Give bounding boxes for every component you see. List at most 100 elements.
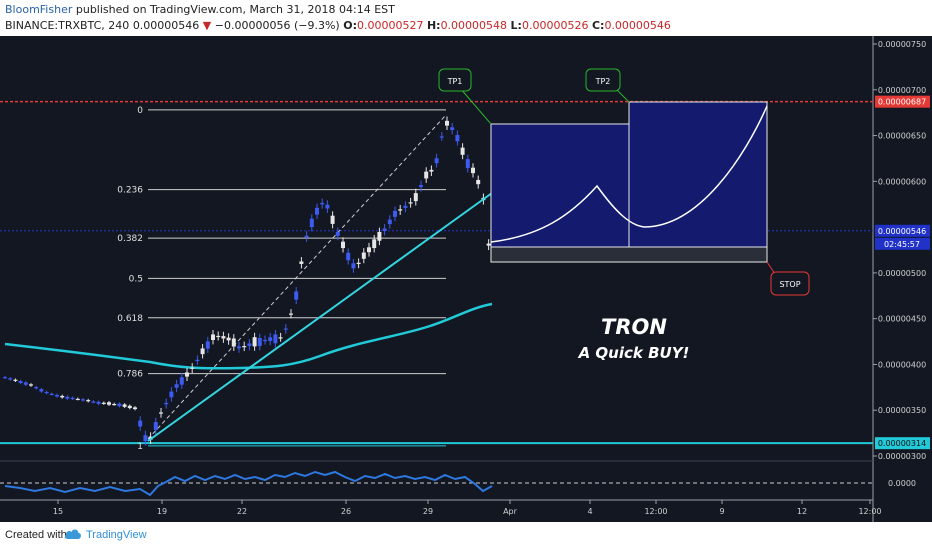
candle-body[interactable]: [23, 382, 28, 385]
candle-body[interactable]: [3, 377, 7, 379]
price-chart[interactable]: 0.00000750 0.00000700 0.00000650 0.00000600…: [0, 36, 932, 522]
candle-body[interactable]: [434, 158, 439, 164]
symbol-label[interactable]: BINANCE:TRXBTC, 240: [5, 19, 130, 32]
candle-body[interactable]: [294, 291, 299, 300]
candle-body[interactable]: [341, 241, 345, 249]
candle-body[interactable]: [429, 169, 434, 172]
candle-body[interactable]: [29, 384, 33, 386]
candle-body[interactable]: [190, 367, 195, 369]
candle-body[interactable]: [226, 337, 231, 341]
candle-body[interactable]: [174, 384, 179, 388]
candle-body[interactable]: [372, 239, 377, 249]
candle-body[interactable]: [299, 261, 304, 264]
candle-body[interactable]: [65, 396, 70, 399]
tp1-callout[interactable]: TP1: [438, 68, 492, 125]
price-axis[interactable]: 0.00000750 0.00000700 0.00000650 0.00000600…: [873, 40, 926, 461]
candle-body[interactable]: [289, 313, 293, 315]
candle-body[interactable]: [34, 387, 39, 389]
candle-body[interactable]: [268, 337, 273, 341]
candle-body[interactable]: [179, 377, 184, 385]
candle-body[interactable]: [278, 337, 283, 339]
candle-body[interactable]: [49, 393, 54, 396]
candle-body[interactable]: [450, 127, 455, 131]
projection-box-2[interactable]: [628, 101, 768, 248]
candle-body[interactable]: [486, 243, 491, 246]
candle-body[interactable]: [460, 147, 465, 155]
candle-body[interactable]: [398, 209, 403, 211]
candle-body[interactable]: [361, 252, 366, 259]
candle-body[interactable]: [185, 372, 189, 377]
candle-body[interactable]: [455, 134, 460, 142]
candle-body[interactable]: [133, 407, 137, 410]
moving-average-line[interactable]: [4, 302, 493, 370]
candle-body[interactable]: [330, 215, 335, 224]
candle-body[interactable]: [263, 339, 267, 342]
candle-body[interactable]: [257, 338, 262, 346]
candle-body[interactable]: [356, 262, 361, 264]
candle-body[interactable]: [39, 389, 44, 392]
candle-body[interactable]: [367, 247, 371, 253]
candle-body[interactable]: [309, 218, 314, 228]
candle-body[interactable]: [335, 231, 340, 236]
candle-body[interactable]: [96, 401, 101, 404]
candle-body[interactable]: [55, 394, 59, 397]
candle-body[interactable]: [200, 348, 205, 355]
candle-body[interactable]: [252, 337, 257, 347]
candle-body[interactable]: [382, 228, 387, 232]
candle-body[interactable]: [221, 336, 226, 339]
candle-body[interactable]: [75, 398, 80, 401]
candle-body[interactable]: [91, 401, 96, 403]
stop-callout[interactable]: STOP: [766, 261, 810, 296]
candle-body[interactable]: [122, 404, 127, 407]
candle-body[interactable]: [60, 395, 65, 398]
oscillator-line[interactable]: [4, 470, 493, 497]
candle-body[interactable]: [320, 202, 325, 205]
tp2-callout[interactable]: TP2: [585, 68, 630, 103]
candle-body[interactable]: [424, 171, 429, 179]
tradingview-brand[interactable]: TradingView: [86, 529, 147, 541]
candle-body[interactable]: [242, 346, 247, 348]
candle-body[interactable]: [325, 204, 330, 209]
candle-body[interactable]: [439, 136, 444, 138]
candle-body[interactable]: [403, 205, 408, 208]
candle-body[interactable]: [117, 403, 122, 407]
candle-body[interactable]: [351, 263, 356, 269]
candle-body[interactable]: [377, 232, 382, 241]
candle-body[interactable]: [70, 397, 75, 400]
author-link[interactable]: BloomFisher: [5, 3, 73, 16]
candle-body[interactable]: [86, 400, 91, 402]
candle-body[interactable]: [13, 379, 18, 381]
candle-body[interactable]: [393, 210, 397, 217]
fib-retracement[interactable]: 0 0.236 0.382 0.5 0.618 0.786 1: [117, 106, 446, 452]
candle-body[interactable]: [304, 235, 309, 238]
candle-body[interactable]: [127, 405, 132, 409]
candle-body[interactable]: [231, 338, 236, 347]
candle-body[interactable]: [18, 381, 23, 383]
trendline[interactable]: [147, 192, 493, 442]
candle-body[interactable]: [419, 185, 423, 188]
candle-body[interactable]: [169, 391, 174, 398]
candle-body[interactable]: [387, 219, 392, 225]
candle-body[interactable]: [315, 207, 319, 215]
projection-box-1[interactable]: [490, 123, 630, 248]
candlesticks[interactable]: [3, 116, 491, 446]
candle-body[interactable]: [164, 402, 169, 405]
candle-body[interactable]: [476, 179, 481, 185]
candle-body[interactable]: [159, 412, 163, 414]
candle-body[interactable]: [101, 402, 106, 404]
candle-body[interactable]: [44, 391, 49, 394]
candle-body[interactable]: [471, 167, 475, 174]
candle-body[interactable]: [107, 402, 111, 405]
candle-body[interactable]: [211, 334, 215, 340]
candle-body[interactable]: [112, 403, 117, 406]
candle-body[interactable]: [138, 420, 143, 427]
candle-body[interactable]: [346, 252, 351, 261]
stop-zone[interactable]: [490, 246, 768, 263]
candle-body[interactable]: [153, 422, 158, 431]
candle-body[interactable]: [408, 202, 413, 204]
candle-body[interactable]: [143, 435, 148, 442]
tradingview-cloud-icon[interactable]: [64, 527, 82, 541]
candle-body[interactable]: [273, 334, 278, 344]
candle-body[interactable]: [445, 120, 449, 126]
candle-body[interactable]: [195, 359, 200, 362]
